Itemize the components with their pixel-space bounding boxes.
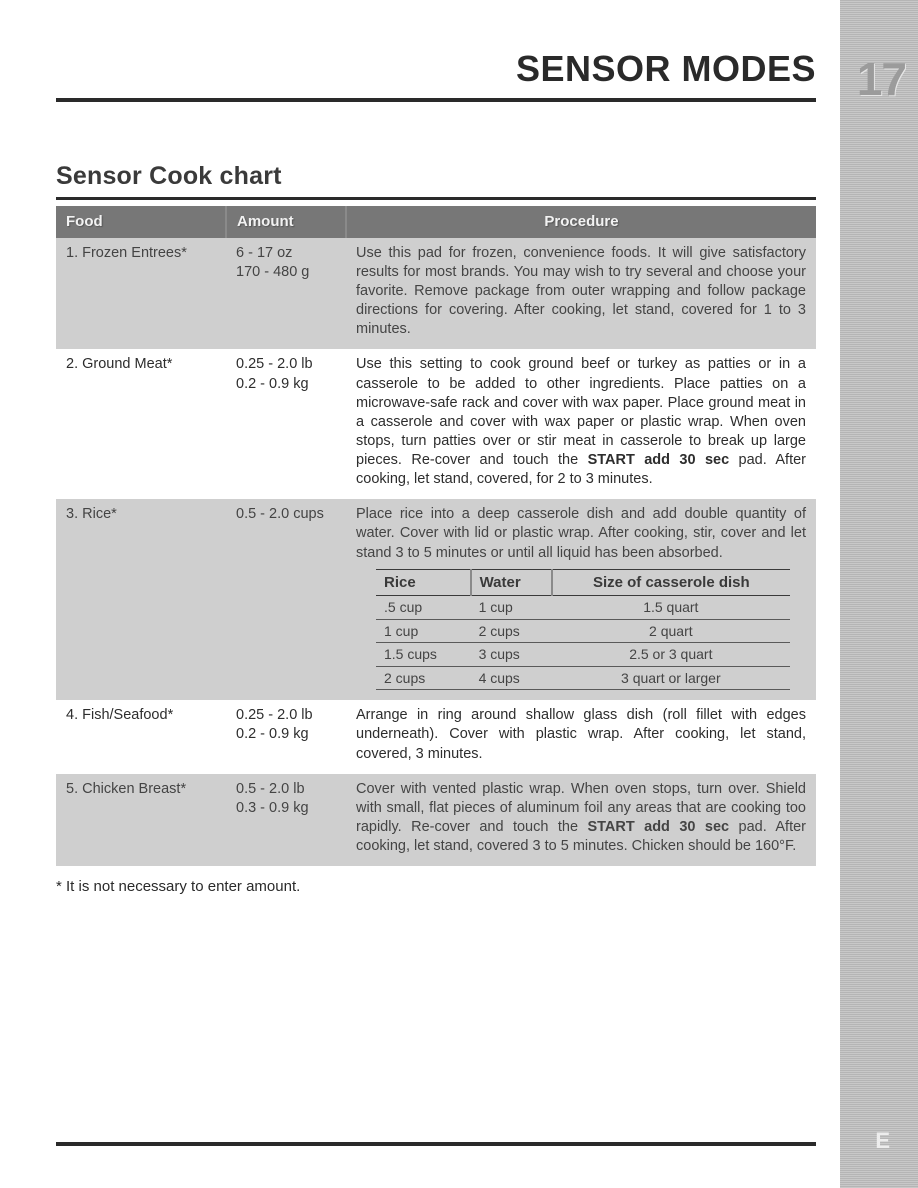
amount-line: 0.5 - 2.0 lb xyxy=(236,780,336,799)
amount-line: 6 - 17 oz xyxy=(236,244,336,263)
sub-col-rice: Rice xyxy=(376,569,471,596)
amount-line: 0.5 - 2.0 cups xyxy=(236,505,336,524)
cell-amount: 0.25 - 2.0 lb 0.2 - 0.9 kg xyxy=(226,349,346,499)
col-header-procedure: Procedure xyxy=(346,206,816,238)
bottom-rule xyxy=(56,1142,816,1146)
subtable-row: 2 cups 4 cups 3 quart or larger xyxy=(376,666,790,689)
sub-col-dish: Size of casserole dish xyxy=(552,569,790,596)
col-header-food: Food xyxy=(56,206,226,238)
procedure-text: Place rice into a deep casserole dish an… xyxy=(356,506,806,560)
subtable-row: .5 cup 1 cup 1.5 quart xyxy=(376,596,790,619)
amount-line: 0.3 - 0.9 kg xyxy=(236,799,336,818)
table-row: 1. Frozen Entrees* 6 - 17 oz 170 - 480 g… xyxy=(56,238,816,350)
sub-cell: 1.5 cups xyxy=(376,643,471,666)
cell-food: 2. Ground Meat* xyxy=(56,349,226,499)
cell-amount: 0.5 - 2.0 cups xyxy=(226,499,346,700)
content-area: SENSOR MODES Sensor Cook chart Food Amou… xyxy=(56,48,816,895)
sub-cell: 3 quart or larger xyxy=(552,666,790,689)
section-rule xyxy=(56,197,816,200)
sub-col-water: Water xyxy=(471,569,552,596)
sub-cell: 2 cups xyxy=(376,666,471,689)
sub-cell: 3 cups xyxy=(471,643,552,666)
manual-page: 17 E SENSOR MODES Sensor Cook chart Food… xyxy=(0,0,918,1188)
page-title: SENSOR MODES xyxy=(56,48,816,90)
header-rule xyxy=(56,98,816,102)
amount-line: 0.25 - 2.0 lb xyxy=(236,355,336,374)
sub-cell: 1 cup xyxy=(471,596,552,619)
page-number: 17 xyxy=(857,52,906,106)
procedure-bold: START add 30 sec xyxy=(588,452,730,468)
amount-line: 170 - 480 g xyxy=(236,263,336,282)
cell-procedure: Place rice into a deep casserole dish an… xyxy=(346,499,816,700)
table-row: 2. Ground Meat* 0.25 - 2.0 lb 0.2 - 0.9 … xyxy=(56,349,816,499)
sub-cell: 2 cups xyxy=(471,619,552,642)
cell-food: 5. Chicken Breast* xyxy=(56,774,226,867)
footnote: * It is not necessary to enter amount. xyxy=(56,878,816,895)
table-row: 5. Chicken Breast* 0.5 - 2.0 lb 0.3 - 0.… xyxy=(56,774,816,867)
table-row: 4. Fish/Seafood* 0.25 - 2.0 lb 0.2 - 0.9… xyxy=(56,700,816,773)
cell-food: 1. Frozen Entrees* xyxy=(56,238,226,350)
sensor-cook-table: Food Amount Procedure 1. Frozen Entrees*… xyxy=(56,206,816,866)
cell-amount: 6 - 17 oz 170 - 480 g xyxy=(226,238,346,350)
sub-cell: 2 quart xyxy=(552,619,790,642)
amount-line: 0.2 - 0.9 kg xyxy=(236,375,336,394)
sub-cell: 4 cups xyxy=(471,666,552,689)
table-header-row: Food Amount Procedure xyxy=(56,206,816,238)
table-row: 3. Rice* 0.5 - 2.0 cups Place rice into … xyxy=(56,499,816,700)
sub-cell: .5 cup xyxy=(376,596,471,619)
amount-line: 0.25 - 2.0 lb xyxy=(236,706,336,725)
cell-procedure: Use this pad for frozen, convenience foo… xyxy=(346,238,816,350)
cell-amount: 0.5 - 2.0 lb 0.3 - 0.9 kg xyxy=(226,774,346,867)
sub-cell: 1 cup xyxy=(376,619,471,642)
sub-cell: 2.5 or 3 quart xyxy=(552,643,790,666)
rice-subtable: Rice Water Size of casserole dish .5 cup… xyxy=(376,569,790,691)
cell-food: 4. Fish/Seafood* xyxy=(56,700,226,773)
section-title: Sensor Cook chart xyxy=(56,162,816,191)
sub-cell: 1.5 quart xyxy=(552,596,790,619)
subtable-header-row: Rice Water Size of casserole dish xyxy=(376,569,790,596)
cell-procedure: Arrange in ring around shallow glass dis… xyxy=(346,700,816,773)
cell-amount: 0.25 - 2.0 lb 0.2 - 0.9 kg xyxy=(226,700,346,773)
page-letter: E xyxy=(875,1128,890,1154)
cell-food: 3. Rice* xyxy=(56,499,226,700)
col-header-amount: Amount xyxy=(226,206,346,238)
subtable-row: 1.5 cups 3 cups 2.5 or 3 quart xyxy=(376,643,790,666)
subtable-row: 1 cup 2 cups 2 quart xyxy=(376,619,790,642)
cell-procedure: Cover with vented plastic wrap. When ove… xyxy=(346,774,816,867)
procedure-bold: START add 30 sec xyxy=(587,819,729,835)
amount-line: 0.2 - 0.9 kg xyxy=(236,725,336,744)
cell-procedure: Use this setting to cook ground beef or … xyxy=(346,349,816,499)
page-side-band: 17 E xyxy=(840,0,918,1188)
